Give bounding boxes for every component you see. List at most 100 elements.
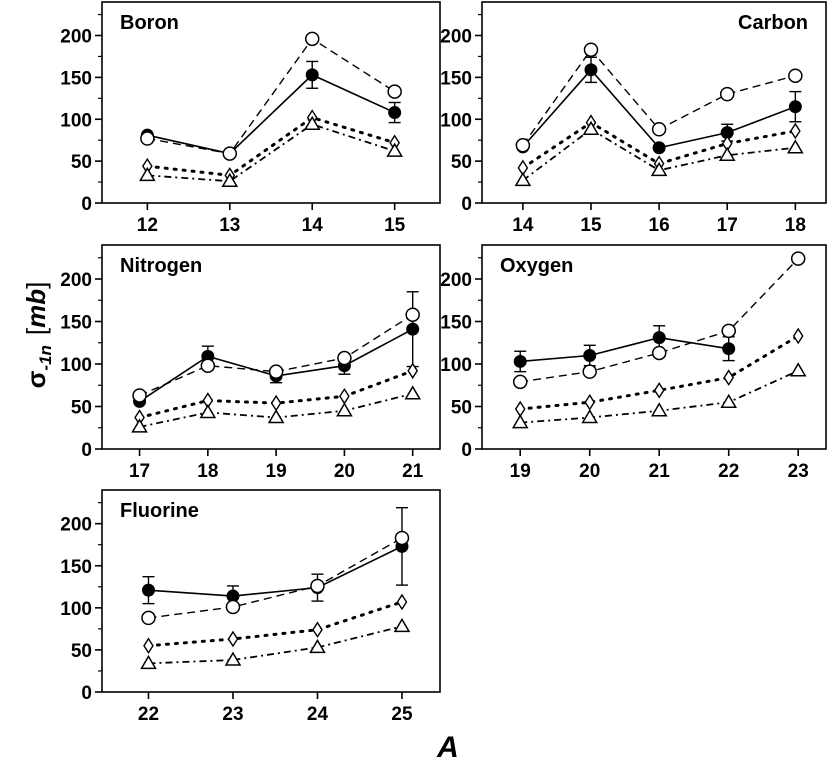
series-filled-circle-solid bbox=[141, 506, 409, 607]
x-tick-label: 21 bbox=[649, 461, 671, 482]
y-label-close: ] bbox=[21, 282, 51, 289]
y-tick-label: 100 bbox=[440, 110, 472, 131]
data-point bbox=[224, 651, 242, 666]
data-point bbox=[653, 382, 665, 399]
y-tick-label: 150 bbox=[60, 313, 92, 334]
data-point bbox=[584, 393, 596, 411]
data-point bbox=[788, 68, 803, 83]
y-label-open: [ bbox=[21, 327, 51, 335]
panel-nitrogen: Nitrogen 17 18 19 20 21 0 50 100 150 200 bbox=[60, 244, 441, 482]
data-point bbox=[222, 146, 238, 161]
series-open-circle-dashed bbox=[132, 307, 420, 403]
series-open-circle-dashed bbox=[140, 31, 402, 161]
data-point bbox=[132, 388, 147, 403]
series-line bbox=[146, 600, 404, 648]
y-tick-label: 50 bbox=[451, 398, 472, 419]
series-open-circle-dashed bbox=[141, 530, 410, 626]
series-filled-circle-solid bbox=[133, 291, 420, 408]
panel-frame bbox=[481, 244, 827, 450]
series-open-triangle-dashdot bbox=[514, 120, 804, 187]
data-point bbox=[226, 589, 240, 603]
data-point bbox=[792, 327, 804, 345]
series-line bbox=[148, 625, 403, 665]
series-line bbox=[147, 123, 395, 183]
data-point bbox=[141, 610, 156, 626]
panel-fluorine: Fluorine 22 23 24 25 0 50 100 150 200 bbox=[60, 489, 441, 725]
x-tick-label: 17 bbox=[717, 215, 738, 236]
data-point bbox=[652, 141, 666, 155]
data-point bbox=[143, 637, 154, 655]
x-tick-label: 12 bbox=[137, 215, 158, 236]
data-point bbox=[720, 126, 734, 140]
data-point bbox=[789, 362, 807, 377]
data-point bbox=[386, 142, 403, 157]
panel-oxygen: Oxygen 19 20 21 22 23 0 50 100 150 200 bbox=[440, 244, 827, 482]
series-filled-circle-solid bbox=[516, 56, 802, 155]
y-tick-label: 100 bbox=[60, 355, 92, 376]
y-tick-label: 200 bbox=[60, 27, 92, 48]
x-tick-label: 23 bbox=[788, 461, 809, 482]
x-tick-label: 23 bbox=[222, 704, 243, 725]
series-line bbox=[147, 37, 396, 155]
data-point bbox=[140, 654, 157, 670]
series-open-diamond-dotted bbox=[142, 109, 400, 184]
data-point bbox=[584, 63, 598, 77]
x-tick-label: 19 bbox=[510, 461, 531, 482]
data-point bbox=[267, 409, 285, 424]
x-tick-label: 20 bbox=[334, 461, 355, 482]
x-tick-label: 14 bbox=[512, 215, 534, 236]
data-point bbox=[718, 146, 736, 162]
data-point bbox=[304, 31, 320, 47]
data-point bbox=[722, 342, 736, 356]
x-tick-label: 15 bbox=[384, 215, 406, 236]
y-label-sub: -1n bbox=[36, 345, 55, 371]
x-tick-label: 17 bbox=[129, 461, 150, 482]
data-point bbox=[650, 161, 668, 177]
data-point bbox=[583, 42, 599, 57]
data-point bbox=[652, 331, 666, 345]
series-open-triangle-dashdot bbox=[131, 385, 421, 433]
data-point bbox=[268, 364, 284, 379]
y-tick-label: 200 bbox=[440, 27, 472, 48]
y-tick-label: 0 bbox=[81, 440, 92, 461]
data-point bbox=[720, 393, 738, 408]
data-point bbox=[512, 374, 528, 390]
panel-frame bbox=[101, 489, 441, 693]
series-line bbox=[148, 537, 403, 619]
data-point bbox=[140, 131, 155, 146]
series-line bbox=[147, 73, 395, 155]
svg-text:σ-1n[mb]: σ-1n [mb] bbox=[21, 282, 55, 389]
x-tick-label: 21 bbox=[402, 461, 424, 482]
data-point bbox=[396, 593, 408, 611]
y-axis-label: σ-1n [mb] bbox=[21, 282, 55, 389]
y-tick-label: 100 bbox=[60, 599, 92, 620]
data-point bbox=[721, 323, 736, 339]
data-point bbox=[199, 403, 217, 419]
data-point bbox=[582, 120, 600, 136]
data-point bbox=[131, 418, 148, 433]
x-tick-label: 24 bbox=[307, 704, 329, 725]
x-tick-label: 18 bbox=[197, 461, 218, 482]
data-point bbox=[393, 617, 411, 633]
data-point bbox=[405, 307, 420, 322]
series-line bbox=[138, 369, 415, 420]
y-tick-label: 50 bbox=[71, 398, 92, 419]
x-tick-label: 16 bbox=[649, 215, 670, 236]
series-open-diamond-dotted bbox=[143, 593, 408, 655]
data-point bbox=[651, 345, 667, 361]
x-tick-label: 19 bbox=[266, 461, 287, 482]
series-line bbox=[145, 115, 397, 177]
x-tick-label: 22 bbox=[718, 461, 739, 482]
panel-title: Nitrogen bbox=[120, 255, 202, 277]
data-point bbox=[303, 115, 321, 131]
y-tick-label: 200 bbox=[440, 270, 472, 291]
x-tick-label: 22 bbox=[138, 704, 159, 725]
x-tick-label: 25 bbox=[391, 704, 413, 725]
series-filled-circle-solid bbox=[513, 325, 736, 373]
y-tick-label: 0 bbox=[81, 194, 92, 215]
y-tick-label: 150 bbox=[440, 313, 472, 334]
y-label-main: σ bbox=[21, 370, 51, 388]
y-tick-label: 150 bbox=[60, 557, 92, 578]
